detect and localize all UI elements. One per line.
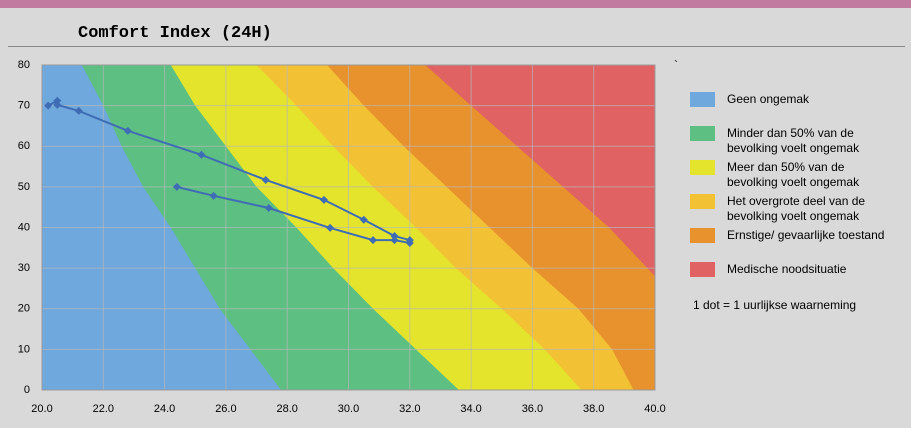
marker [326,223,335,232]
x-tick-label: 32.0 [399,403,420,415]
legend-label: Medische noodsituatie [727,262,847,276]
marker [74,106,83,115]
legend-swatch [690,194,715,209]
y-tick-label: 50 [18,181,30,193]
marker [264,204,273,212]
chart-title: Comfort Index (24H) [78,24,272,43]
marker [53,100,62,109]
marker [369,236,378,245]
x-tick-label: 28.0 [276,403,297,415]
legend-label: Het overgrote deel van de bevolking voel… [727,194,866,223]
marker [197,150,206,159]
legend-item: Het overgrote deel van de bevolking voel… [690,194,884,228]
legend-item: Ernstige/ gevaarlijke toestand [690,228,884,262]
legend-swatch [690,92,715,107]
legend-label: Ernstige/ gevaarlijke toestand [727,228,885,242]
legend-item: Medische noodsituatie [690,262,884,296]
marker [319,195,328,204]
legend-label: Minder dan 50% van de bevolking voelt on… [727,126,860,155]
x-tick-label: 24.0 [154,403,175,415]
x-tick-label: 38.0 [583,403,604,415]
legend-item: Minder dan 50% van de bevolking voelt on… [690,126,884,160]
legend-swatch [690,262,715,277]
y-tick-label: 40 [18,221,30,233]
x-tick-label: 26.0 [215,403,236,415]
marker [390,236,399,245]
x-tick-label: 22.0 [93,403,114,415]
axes: 20.0 22.0 24.0 26.0 28.0 30.0 32.0 34.0 36.0 38.0… [18,59,666,415]
y-tick-label: 20 [18,303,30,315]
legend-swatch [690,160,715,175]
x-tick-label: 34.0 [460,403,481,415]
legend-label: Meer dan 50% van de bevolking voelt onge… [727,160,860,189]
stray-mark: ` [674,58,678,72]
series-line [47,99,411,245]
legend-item: Meer dan 50% van de bevolking voelt onge… [690,160,884,194]
lines [44,96,414,247]
marker [53,96,62,105]
zone [425,65,655,277]
marker [123,126,132,135]
marker [405,238,414,247]
y-tick-label: 80 [18,59,30,71]
zones [42,65,655,390]
legend: Geen ongemak Minder dan 50% van de bevolk… [690,92,884,296]
y-tick-label: 0 [24,384,30,396]
title-rule [8,46,905,47]
legend-item: Geen ongemak [690,92,884,126]
legend-swatch [690,228,715,243]
marker [390,232,399,241]
y-tick-label: 60 [18,140,30,152]
marker [261,175,270,184]
top-bar [0,0,911,8]
x-tick-label: 20.0 [31,403,52,415]
y-tick-label: 70 [18,100,30,112]
legend-swatch [690,126,715,141]
x-tick-label: 36.0 [522,403,543,415]
legend-label: Geen ongemak [727,92,810,106]
marker [44,101,53,110]
marker [359,215,368,224]
y-tick-label: 10 [18,343,30,355]
plot-frame [41,64,656,391]
marker [209,191,218,200]
x-tick-label: 30.0 [338,403,359,415]
y-tick-label: 30 [18,262,30,274]
marker [172,182,181,191]
x-tick-label: 40.0 [644,403,665,415]
note: 1 dot = 1 uurlijkse waarneming [693,298,857,312]
